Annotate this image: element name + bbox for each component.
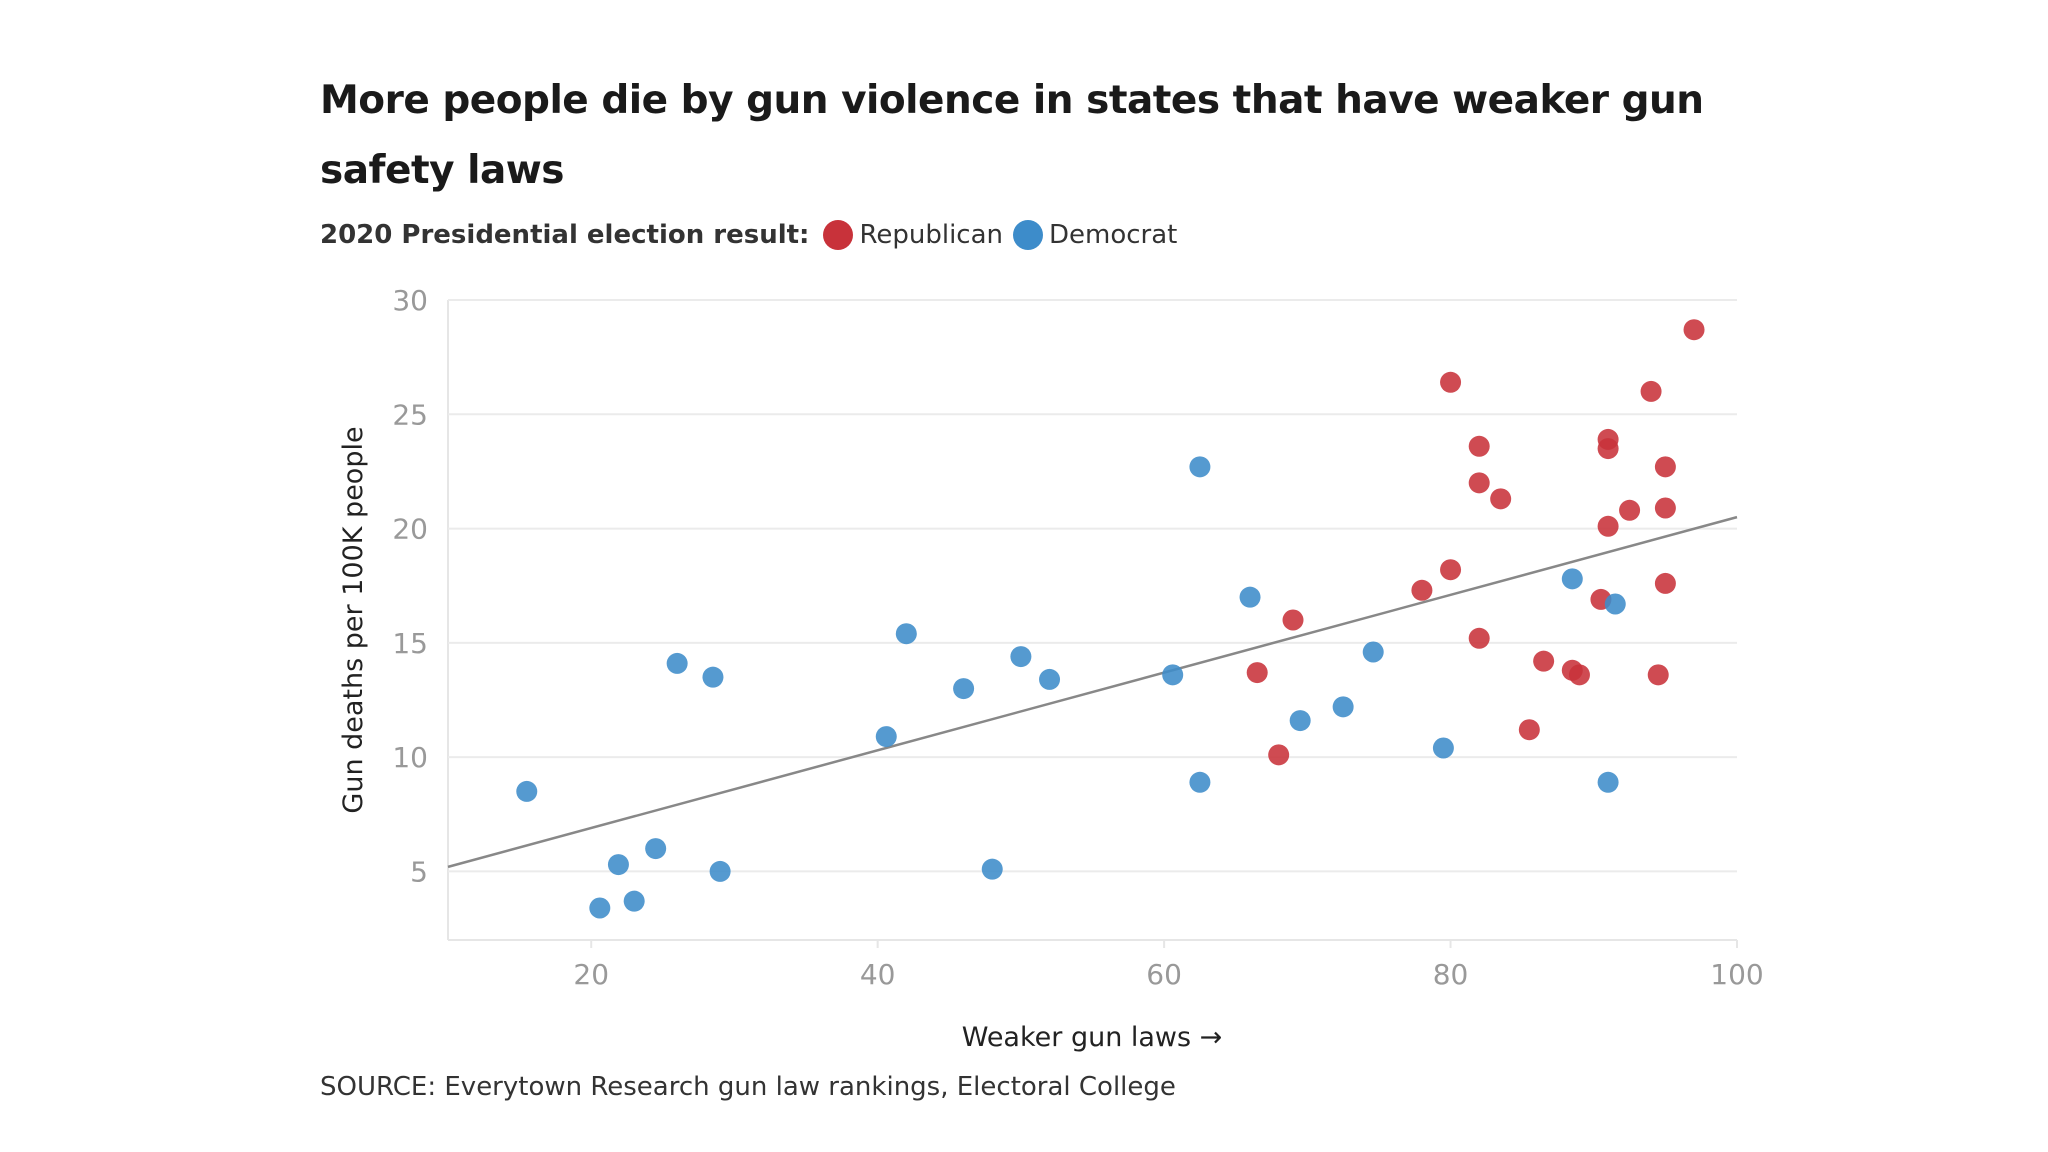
point-democrat (702, 666, 724, 688)
point-democrat (875, 726, 897, 748)
point-democrat (1362, 641, 1384, 663)
legend-text-democrat: Democrat (1049, 220, 1178, 250)
y-tick-label: 25 (392, 398, 428, 431)
points-group (516, 319, 1705, 919)
point-democrat (1162, 664, 1184, 686)
point-democrat (1432, 737, 1454, 759)
point-democrat (589, 897, 611, 919)
legend-dot-republican (823, 220, 854, 250)
point-republican (1268, 744, 1290, 766)
y-tick-label: 5 (410, 855, 428, 888)
point-democrat (1189, 771, 1211, 793)
point-republican (1440, 559, 1462, 581)
point-democrat (607, 854, 629, 876)
legend-item-democrat: Democrat (1013, 220, 1177, 250)
trendline-group (447, 515, 1738, 869)
point-democrat (953, 678, 975, 700)
point-democrat (1289, 710, 1311, 732)
point-republican (1654, 456, 1676, 478)
point-republican (1468, 472, 1490, 494)
point-republican (1597, 515, 1619, 537)
legend-dot-democrat (1013, 220, 1044, 250)
chart-title: More people die by gun violence in state… (320, 78, 1704, 193)
point-democrat (1332, 696, 1354, 718)
x-tick-label: 100 (1710, 958, 1763, 991)
point-democrat (1561, 568, 1583, 590)
y-axis-label: Gun deaths per 100K people (338, 426, 369, 813)
source-note: SOURCE: Everytown Research gun law ranki… (320, 1072, 1176, 1102)
point-republican (1683, 319, 1705, 341)
point-republican (1647, 664, 1669, 686)
x-tick-label: 20 (573, 958, 609, 991)
point-republican (1411, 579, 1433, 601)
point-republican (1490, 488, 1512, 510)
point-democrat (516, 780, 538, 802)
trendline (447, 515, 1738, 869)
point-republican (1282, 609, 1304, 631)
point-democrat (1039, 668, 1061, 690)
point-democrat (1604, 593, 1626, 615)
point-republican (1518, 719, 1540, 741)
x-tick-label: 40 (860, 958, 896, 991)
point-democrat (1597, 771, 1619, 793)
point-republican (1468, 627, 1490, 649)
point-democrat (895, 623, 917, 645)
point-democrat (709, 860, 731, 882)
point-republican (1597, 438, 1619, 460)
legend-label: 2020 Presidential election result: (320, 220, 810, 250)
point-republican (1654, 497, 1676, 519)
point-republican (1246, 662, 1268, 684)
y-tick-label: 15 (392, 627, 428, 660)
legend: 2020 Presidential election result: Repub… (320, 220, 1187, 250)
point-democrat (623, 890, 645, 912)
y-tick-label: 20 (392, 513, 428, 546)
point-democrat (1189, 456, 1211, 478)
point-republican (1468, 435, 1490, 457)
y-tick-label: 30 (392, 284, 428, 317)
x-tick-label: 60 (1146, 958, 1182, 991)
point-republican (1440, 371, 1462, 393)
legend-text-republican: Republican (859, 220, 1004, 250)
point-republican (1654, 572, 1676, 594)
legend-item-republican: Republican (823, 220, 1003, 250)
gridlines (447, 299, 1738, 948)
x-axis-label: Weaker gun laws → (962, 1022, 1223, 1053)
point-republican (1568, 664, 1590, 686)
point-democrat (645, 838, 667, 860)
point-democrat (981, 858, 1003, 880)
point-democrat (1239, 586, 1261, 608)
point-republican (1619, 499, 1641, 521)
point-democrat (666, 652, 688, 674)
tick-labels: 5 10 15 20 25 30 20 40 60 80 100 (392, 284, 1763, 991)
y-tick-label: 10 (392, 741, 428, 774)
point-republican (1533, 650, 1555, 672)
point-democrat (1010, 646, 1032, 668)
x-tick-label: 80 (1433, 958, 1469, 991)
point-republican (1640, 380, 1662, 402)
